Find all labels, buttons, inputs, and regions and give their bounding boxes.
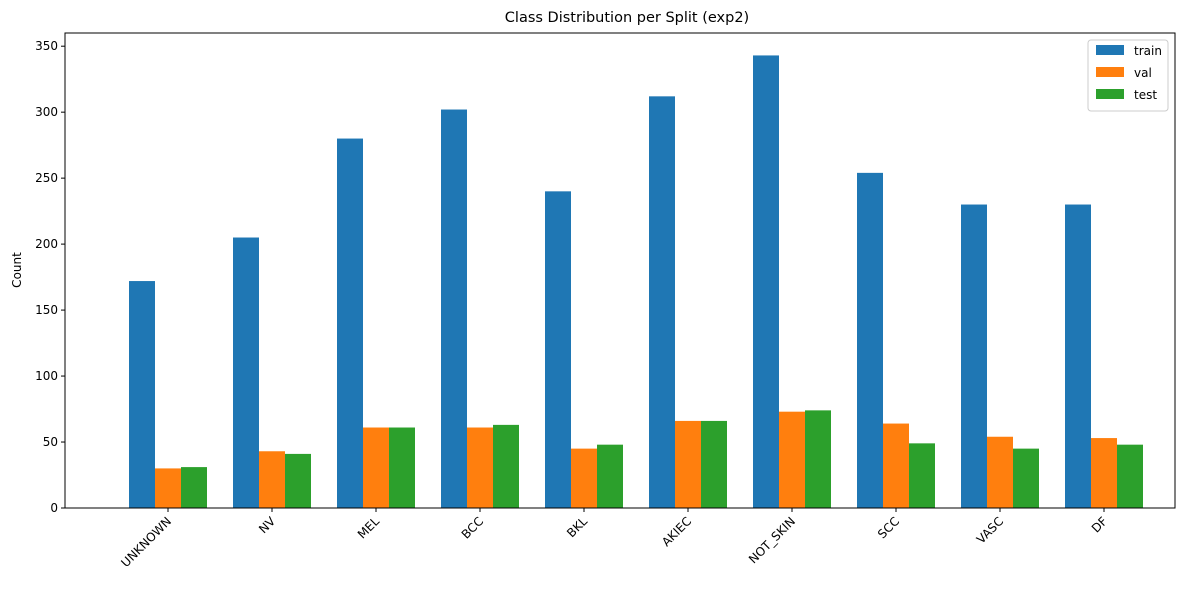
bar-train-unknown bbox=[129, 281, 155, 508]
bar-train-bcc bbox=[441, 109, 467, 509]
y-tick-label: 50 bbox=[43, 435, 58, 449]
x-tick-label-scc: SCC bbox=[875, 514, 902, 541]
bar-val-bcc bbox=[467, 427, 493, 508]
y-axis-label: Count bbox=[10, 252, 24, 288]
x-tick-label-nv: NV bbox=[256, 514, 279, 537]
bar-test-mel bbox=[389, 427, 415, 508]
bars-group bbox=[129, 55, 1143, 509]
bar-val-scc bbox=[883, 423, 909, 508]
legend-swatch-val bbox=[1096, 67, 1124, 77]
bar-test-unknown bbox=[181, 467, 207, 508]
bar-val-unknown bbox=[155, 468, 181, 508]
bar-train-nv bbox=[233, 237, 259, 508]
bar-test-scc bbox=[909, 443, 935, 508]
bar-val-df bbox=[1091, 438, 1117, 508]
x-tick-label-mel: MEL bbox=[355, 514, 383, 542]
bar-val-bkl bbox=[571, 448, 597, 508]
y-tick-label: 0 bbox=[50, 501, 58, 515]
bar-test-akiec bbox=[701, 420, 727, 508]
bar-test-not_skin bbox=[805, 410, 831, 508]
x-tick-label-not_skin: NOT_SKIN bbox=[746, 514, 798, 566]
x-tick-label-vasc: VASC bbox=[974, 514, 1006, 546]
chart-title: Class Distribution per Split (exp2) bbox=[505, 10, 749, 26]
y-axis: 0 50 100 150 200 250 300 350 bbox=[35, 39, 65, 515]
bar-test-bkl bbox=[597, 444, 623, 508]
legend-swatch-train bbox=[1096, 45, 1124, 55]
x-tick-label-unknown: UNKNOWN bbox=[118, 514, 174, 570]
bar-train-akiec bbox=[649, 96, 675, 508]
bar-train-bkl bbox=[545, 191, 571, 509]
bar-test-bcc bbox=[493, 424, 519, 508]
bar-val-akiec bbox=[675, 420, 701, 508]
legend-label-test: test bbox=[1134, 88, 1157, 102]
bar-train-df bbox=[1065, 204, 1091, 508]
bar-val-mel bbox=[363, 427, 389, 508]
bar-train-vasc bbox=[961, 204, 987, 508]
bar-train-mel bbox=[337, 138, 363, 509]
x-axis: UNKNOWN NV MEL BCC BKL AKIEC NOT_SKIN SCC VASC DF bbox=[118, 508, 1110, 570]
legend-label-val: val bbox=[1134, 66, 1152, 80]
y-tick-label: 300 bbox=[35, 105, 58, 119]
x-tick-label-bkl: BKL bbox=[564, 514, 590, 540]
bar-val-nv bbox=[259, 451, 285, 508]
legend: train val test bbox=[1087, 39, 1169, 112]
y-tick-label: 200 bbox=[35, 237, 58, 251]
y-tick-label: 250 bbox=[35, 171, 58, 185]
bar-val-vasc bbox=[987, 436, 1013, 508]
x-tick-label-df: DF bbox=[1089, 514, 1110, 535]
x-tick-label-akiec: AKIEC bbox=[659, 514, 694, 549]
legend-label-train: train bbox=[1134, 44, 1162, 58]
x-tick-label-bcc: BCC bbox=[459, 514, 486, 541]
bar-test-vasc bbox=[1013, 448, 1039, 508]
bar-test-df bbox=[1117, 444, 1143, 508]
bar-train-not_skin bbox=[753, 55, 779, 509]
bar-val-not_skin bbox=[779, 411, 805, 508]
legend-swatch-test bbox=[1096, 89, 1124, 99]
bar-train-scc bbox=[857, 172, 883, 508]
y-tick-label: 100 bbox=[35, 369, 58, 383]
bar-test-nv bbox=[285, 453, 311, 508]
y-tick-label: 150 bbox=[35, 303, 58, 317]
y-tick-label: 350 bbox=[35, 39, 58, 53]
plot-frame bbox=[64, 32, 1176, 509]
